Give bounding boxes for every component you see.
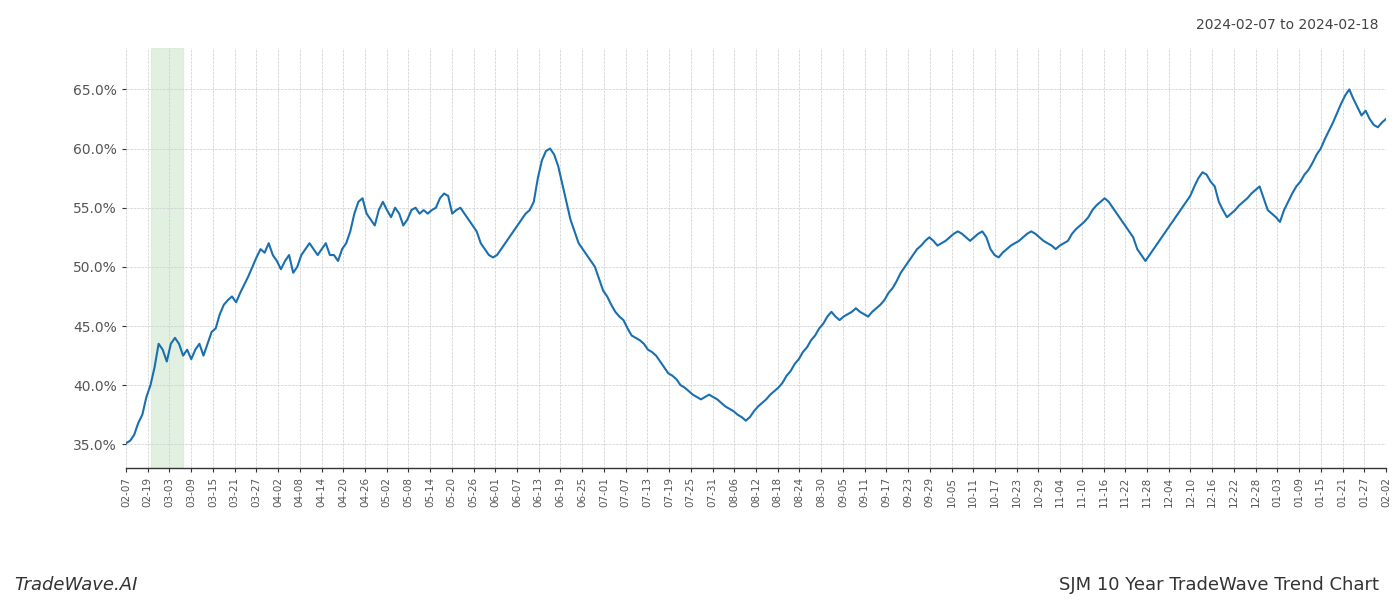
Text: 2024-02-07 to 2024-02-18: 2024-02-07 to 2024-02-18	[1197, 18, 1379, 32]
Bar	[151, 48, 183, 468]
Text: SJM 10 Year TradeWave Trend Chart: SJM 10 Year TradeWave Trend Chart	[1058, 576, 1379, 594]
Text: TradeWave.AI: TradeWave.AI	[14, 576, 137, 594]
